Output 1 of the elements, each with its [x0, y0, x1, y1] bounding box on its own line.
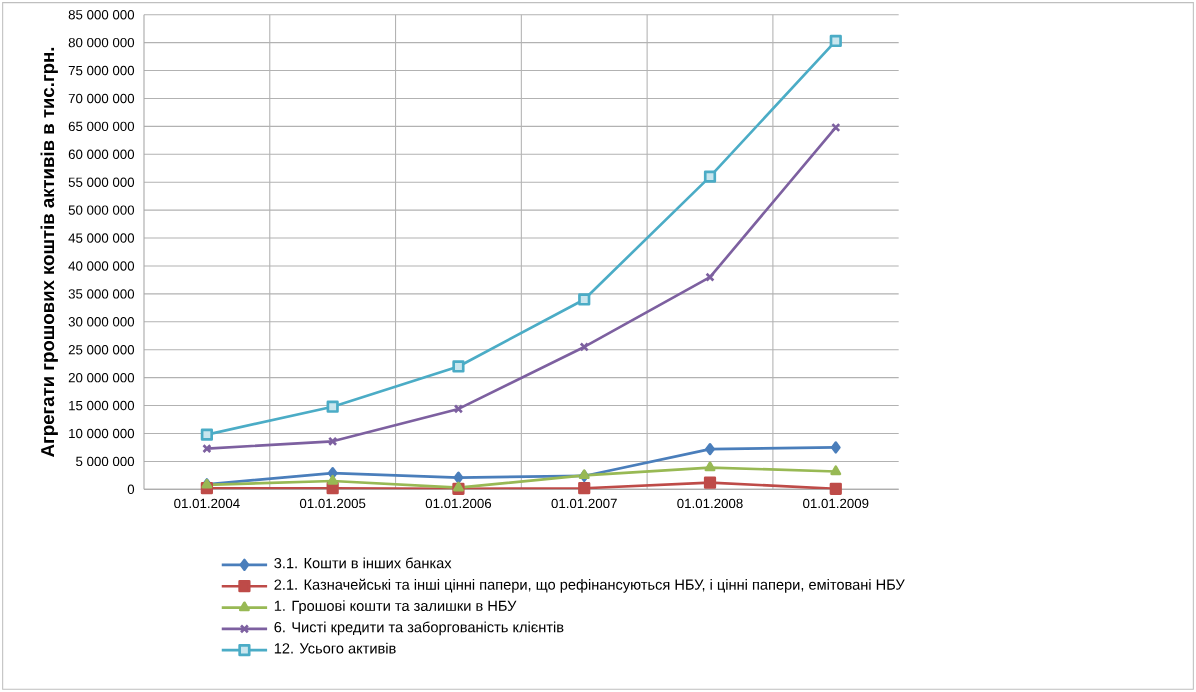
y-axis-title: Агрегати грошових коштів активів в тис.грн.	[40, 47, 58, 457]
